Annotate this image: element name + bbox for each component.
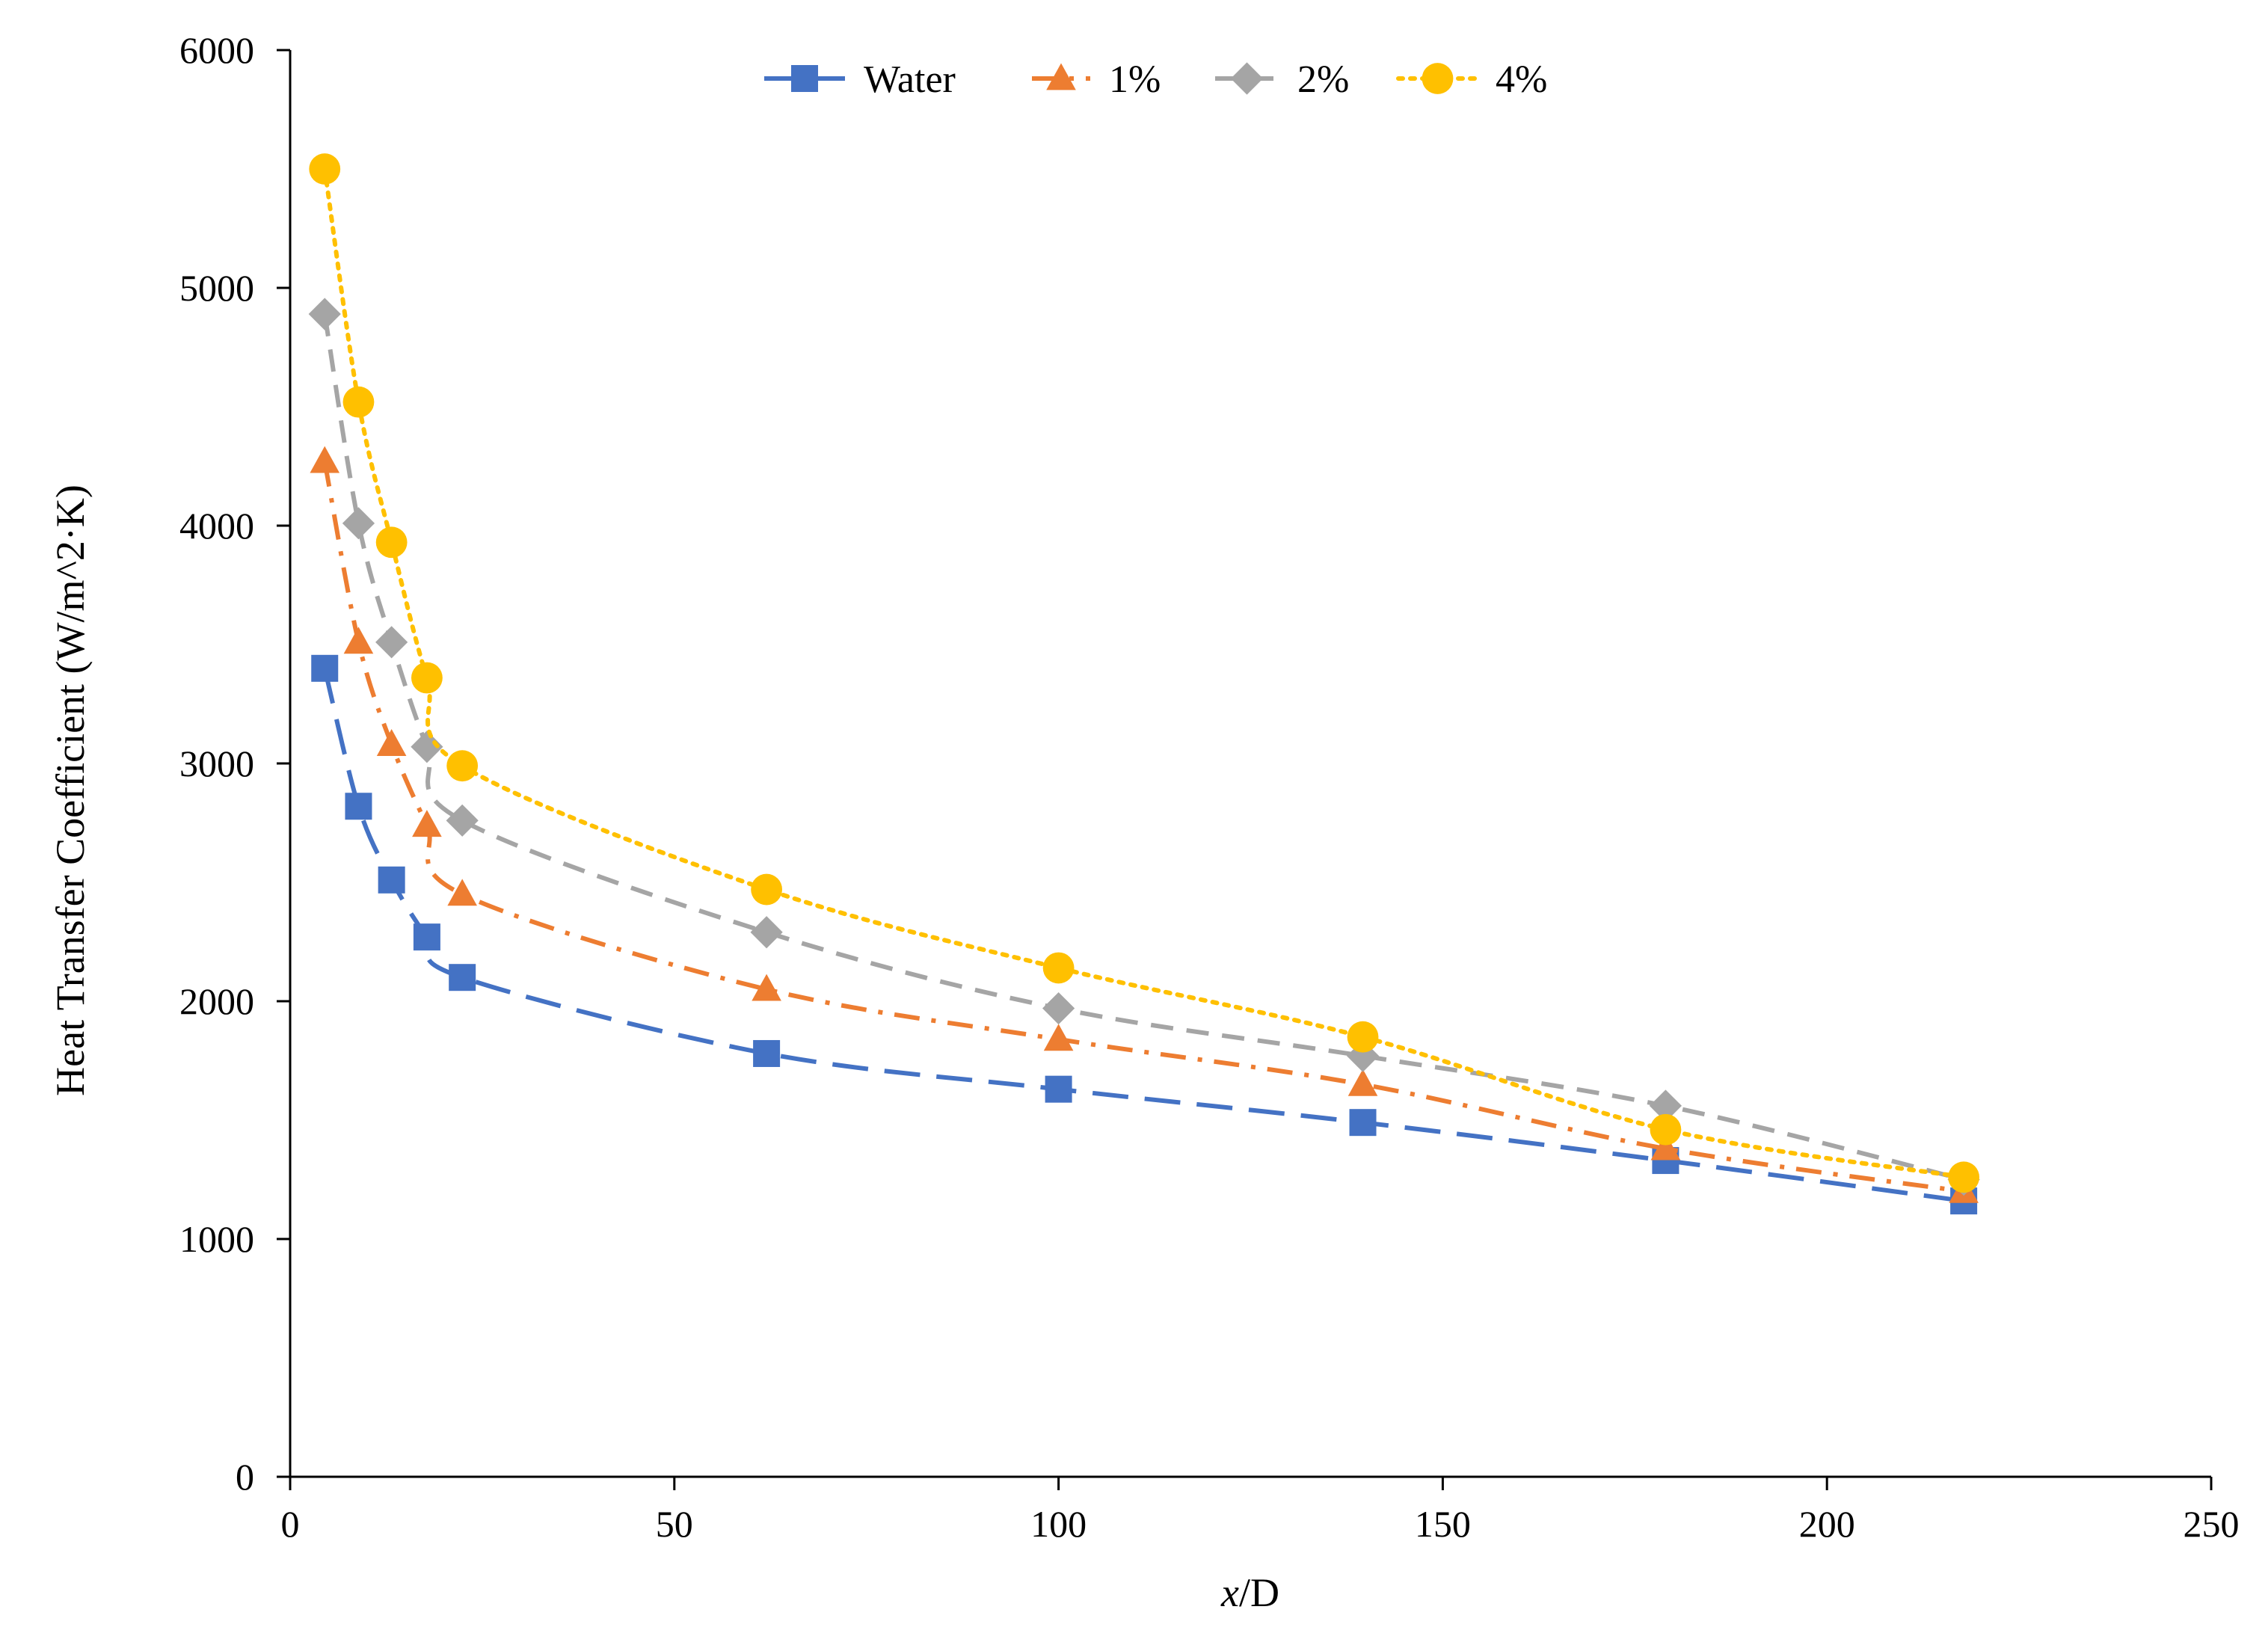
- data-point-4pct: [309, 153, 341, 185]
- data-point-2pct: [375, 626, 408, 659]
- series-water: [311, 654, 1978, 1215]
- axes: [289, 50, 2211, 1478]
- legend-label-2pct: 2%: [1297, 58, 1349, 101]
- data-point-4pct: [342, 386, 375, 418]
- data-point-water: [753, 1039, 781, 1067]
- legend-item-4pct: 4%: [1396, 58, 1547, 101]
- data-point-4pct: [375, 526, 408, 559]
- data-point-1pct: [343, 627, 374, 654]
- series-line-2pct: [322, 313, 1964, 1182]
- data-point-1pct: [447, 879, 477, 906]
- data-point-1pct: [752, 974, 781, 1001]
- series-2pct: [308, 298, 1980, 1196]
- data-point-water: [1349, 1109, 1377, 1137]
- y-axis-ticks: 0 1000 2000 3000 4000 5000 6000: [179, 29, 290, 1498]
- y-tick-label: 6000: [179, 29, 254, 71]
- y-tick-label: 5000: [179, 267, 254, 309]
- y-tick-label: 0: [236, 1456, 254, 1498]
- data-point-2pct: [750, 916, 783, 949]
- y-axis-title: Heat Transfer Coefficient (W/m^2·K): [48, 485, 93, 1096]
- data-point-2pct: [342, 507, 375, 540]
- legend-marker-4pct: [1422, 63, 1454, 94]
- data-point-water: [378, 866, 405, 894]
- legend-marker-2pct: [1230, 62, 1264, 95]
- data-point-2pct: [446, 804, 479, 837]
- x-tick-label: 100: [1030, 1503, 1087, 1545]
- x-axis-title-rest: /D: [1239, 1570, 1279, 1615]
- data-point-1pct: [1347, 1069, 1378, 1096]
- legend-label-water: Water: [864, 58, 956, 101]
- data-point-4pct: [1948, 1161, 1980, 1193]
- x-tick-label: 50: [656, 1503, 693, 1545]
- series-line-4pct: [322, 167, 1967, 1180]
- data-point-4pct: [1347, 1021, 1379, 1053]
- y-tick-label: 1000: [179, 1218, 254, 1260]
- data-point-water: [413, 923, 440, 951]
- y-tick-label: 2000: [179, 980, 254, 1022]
- y-tick-label: 3000: [179, 743, 254, 784]
- legend-item-1pct: 1%: [1032, 58, 1161, 101]
- data-point-4pct: [751, 873, 783, 906]
- x-tick-label: 0: [281, 1503, 300, 1545]
- x-axis-title: x/D: [1220, 1570, 1279, 1615]
- legend-label-1pct: 1%: [1109, 58, 1161, 101]
- y-tick-label: 4000: [179, 505, 254, 547]
- x-tick-label: 200: [1799, 1503, 1855, 1545]
- data-point-1pct: [412, 810, 442, 837]
- data-point-water: [449, 964, 476, 991]
- data-point-2pct: [308, 298, 341, 330]
- x-tick-label: 150: [1415, 1503, 1471, 1545]
- data-point-1pct: [376, 729, 407, 756]
- legend-marker-1pct: [1046, 63, 1076, 90]
- series-4pct: [309, 153, 1980, 1193]
- series-layer: [308, 153, 1980, 1215]
- x-axis-ticks: 0 50 100 150 200 250: [281, 1477, 2240, 1545]
- data-point-2pct: [411, 731, 443, 763]
- legend-item-water: Water: [764, 58, 956, 101]
- data-point-4pct: [446, 750, 479, 782]
- data-point-water: [1045, 1075, 1072, 1103]
- series-line-water: [322, 668, 1964, 1204]
- data-point-water: [311, 654, 339, 682]
- x-tick-label: 250: [2184, 1503, 2240, 1545]
- data-point-1pct: [310, 446, 340, 473]
- data-point-2pct: [1649, 1089, 1682, 1122]
- legend-item-2pct: 2%: [1215, 58, 1349, 101]
- data-point-4pct: [1650, 1113, 1682, 1146]
- data-point-4pct: [411, 662, 443, 694]
- legend: Water 1% 2% 4%: [764, 58, 1547, 101]
- data-point-water: [345, 793, 372, 820]
- data-point-1pct: [1043, 1024, 1074, 1051]
- x-axis-title-italic: x: [1220, 1570, 1239, 1615]
- legend-marker-water: [791, 65, 818, 92]
- data-point-1pct: [1650, 1133, 1681, 1160]
- data-point-4pct: [1042, 952, 1075, 984]
- series-line-1pct: [322, 461, 1964, 1194]
- series-1pct: [310, 446, 1979, 1203]
- data-point-2pct: [1042, 991, 1075, 1025]
- legend-label-4pct: 4%: [1496, 58, 1547, 101]
